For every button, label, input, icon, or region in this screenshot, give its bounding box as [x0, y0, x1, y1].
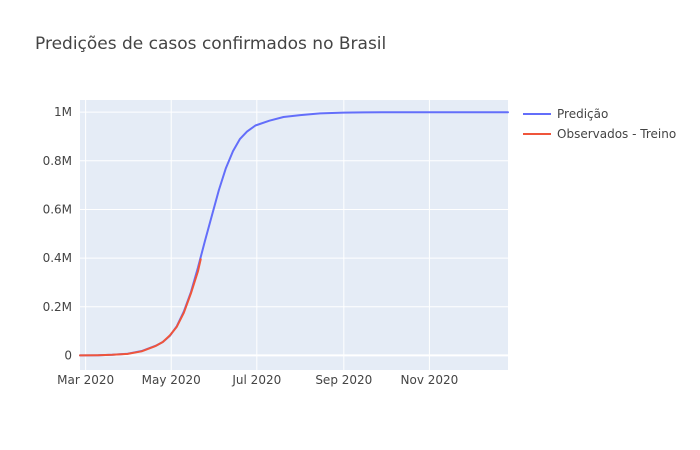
x-tick-label: Jul 2020 — [231, 373, 281, 387]
legend-label: Predição — [557, 107, 608, 121]
y-tick-label: 0.8M — [43, 154, 72, 168]
y-tick-label: 0.4M — [43, 251, 72, 265]
series-lines — [79, 111, 509, 357]
y-tick-labels: 0 0.2M 0.4M 0.6M 0.8M 1M — [43, 105, 72, 362]
x-tick-labels: Mar 2020 May 2020 Jul 2020 Sep 2020 Nov 2020 — [57, 373, 458, 387]
y-tick-label: 1M — [54, 105, 72, 119]
x-gridlines — [85, 100, 430, 370]
series-line-1 — [79, 258, 202, 357]
y-tick-label: 0.6M — [43, 202, 72, 216]
y-gridlines — [80, 111, 508, 357]
y-tick-label: 0.2M — [43, 300, 72, 314]
legend-item[interactable]: Observados - Treino — [523, 127, 676, 141]
plot-background — [80, 100, 508, 370]
chart-title: Predições de casos confirmados no Brasil — [35, 34, 387, 54]
legend-label: Observados - Treino — [557, 127, 676, 141]
legend-item[interactable]: Predição — [523, 107, 608, 121]
legend[interactable]: Predição Observados - Treino — [523, 107, 676, 141]
x-tick-label: May 2020 — [142, 373, 201, 387]
x-tick-label: Sep 2020 — [315, 373, 372, 387]
y-tick-label: 0 — [64, 348, 72, 362]
x-tick-label: Mar 2020 — [57, 373, 114, 387]
x-tick-label: Nov 2020 — [401, 373, 459, 387]
